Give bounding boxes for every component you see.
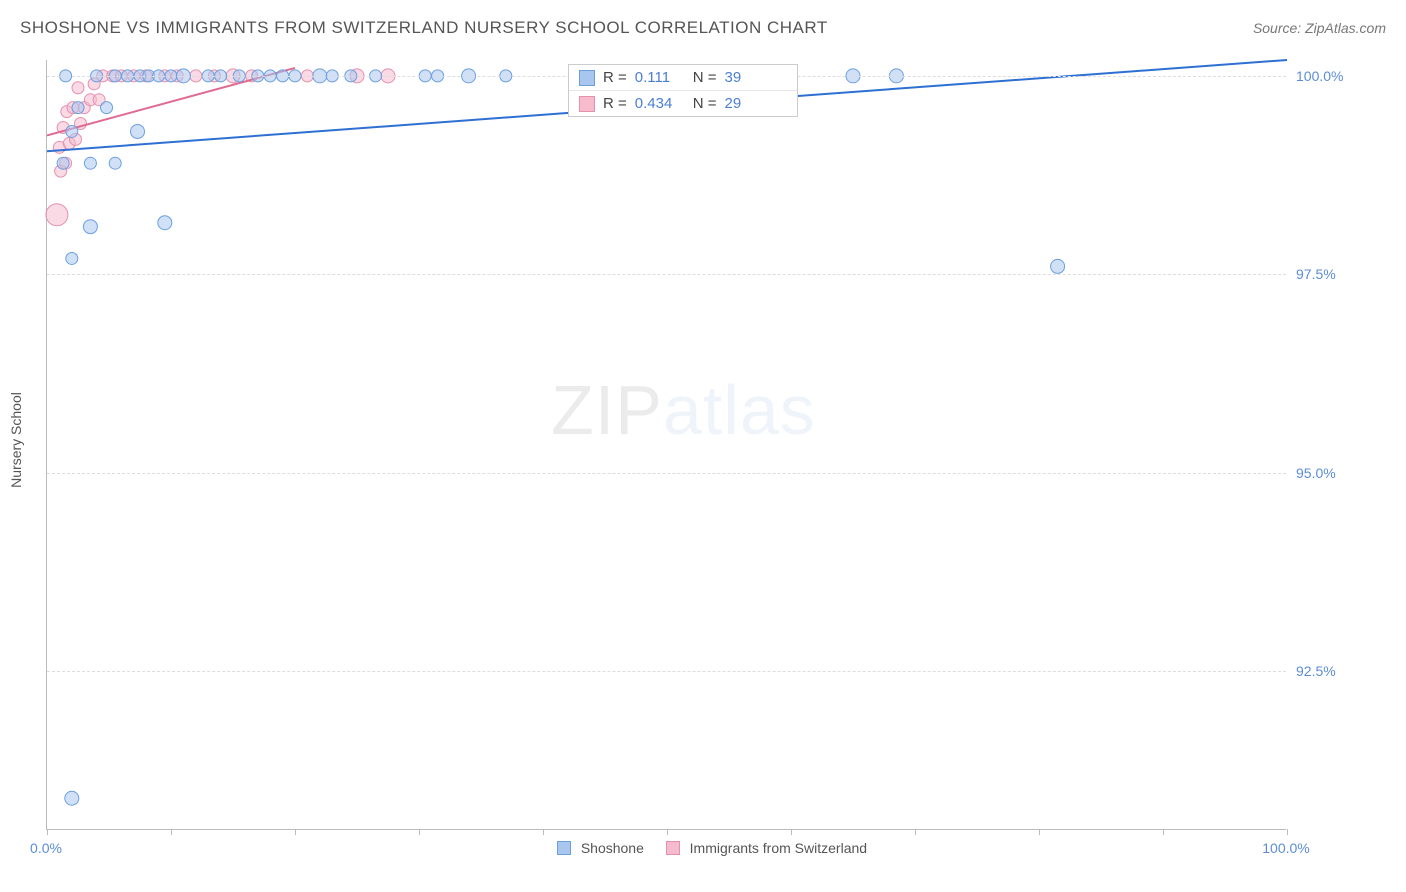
data-point <box>46 204 68 226</box>
x-tick <box>295 829 296 835</box>
y-tick-label: 92.5% <box>1296 663 1336 679</box>
x-tick <box>47 829 48 835</box>
x-tick <box>1039 829 1040 835</box>
x-tick <box>915 829 916 835</box>
swatch-shoshone-icon <box>579 70 595 86</box>
gridline <box>47 671 1286 672</box>
y-tick-label: 100.0% <box>1296 68 1343 84</box>
chart-svg <box>47 60 1286 829</box>
x-tick <box>171 829 172 835</box>
n-value: 29 <box>725 95 742 112</box>
r-label: R = <box>603 69 627 86</box>
data-point <box>101 102 113 114</box>
r-value: 0.111 <box>635 69 685 86</box>
data-point <box>66 252 78 264</box>
r-label: R = <box>603 95 627 112</box>
y-tick-label: 95.0% <box>1296 465 1336 481</box>
chart-source: Source: ZipAtlas.com <box>1253 20 1386 36</box>
y-tick-label: 97.5% <box>1296 266 1336 282</box>
data-point <box>83 220 97 234</box>
x-tick <box>791 829 792 835</box>
chart-title: SHOSHONE VS IMMIGRANTS FROM SWITZERLAND … <box>20 18 828 38</box>
x-tick <box>1287 829 1288 835</box>
bottom-legend: Shoshone Immigrants from Switzerland <box>0 840 1406 856</box>
stats-row-swiss: R = 0.434 N = 29 <box>569 90 797 116</box>
stats-legend-box: R = 0.111 N = 39 R = 0.434 N = 29 <box>568 64 798 117</box>
data-point <box>1051 259 1065 273</box>
data-point <box>84 157 96 169</box>
chart-header: SHOSHONE VS IMMIGRANTS FROM SWITZERLAND … <box>20 18 1386 38</box>
data-point <box>57 157 69 169</box>
n-label: N = <box>693 95 717 112</box>
plot-area: ZIPatlas <box>46 60 1286 830</box>
data-point <box>158 216 172 230</box>
x-tick-label: 100.0% <box>1262 840 1309 856</box>
legend-label-shoshone: Shoshone <box>581 840 644 856</box>
x-tick <box>1163 829 1164 835</box>
data-point <box>66 125 78 137</box>
legend-swatch-shoshone-icon <box>557 841 571 855</box>
gridline <box>47 274 1286 275</box>
x-tick <box>419 829 420 835</box>
y-axis-label: Nursery School <box>8 392 24 488</box>
gridline <box>47 473 1286 474</box>
data-point <box>72 82 84 94</box>
r-value: 0.434 <box>635 95 685 112</box>
stats-row-shoshone: R = 0.111 N = 39 <box>569 65 797 90</box>
data-point <box>109 157 121 169</box>
legend-swatch-swiss-icon <box>666 841 680 855</box>
swatch-swiss-icon <box>579 96 595 112</box>
n-label: N = <box>693 69 717 86</box>
n-value: 39 <box>725 69 742 86</box>
data-point <box>131 124 145 138</box>
data-point <box>72 102 84 114</box>
x-tick <box>543 829 544 835</box>
legend-label-swiss: Immigrants from Switzerland <box>690 840 867 856</box>
x-tick <box>667 829 668 835</box>
x-tick-label: 0.0% <box>30 840 62 856</box>
data-point <box>65 791 79 805</box>
